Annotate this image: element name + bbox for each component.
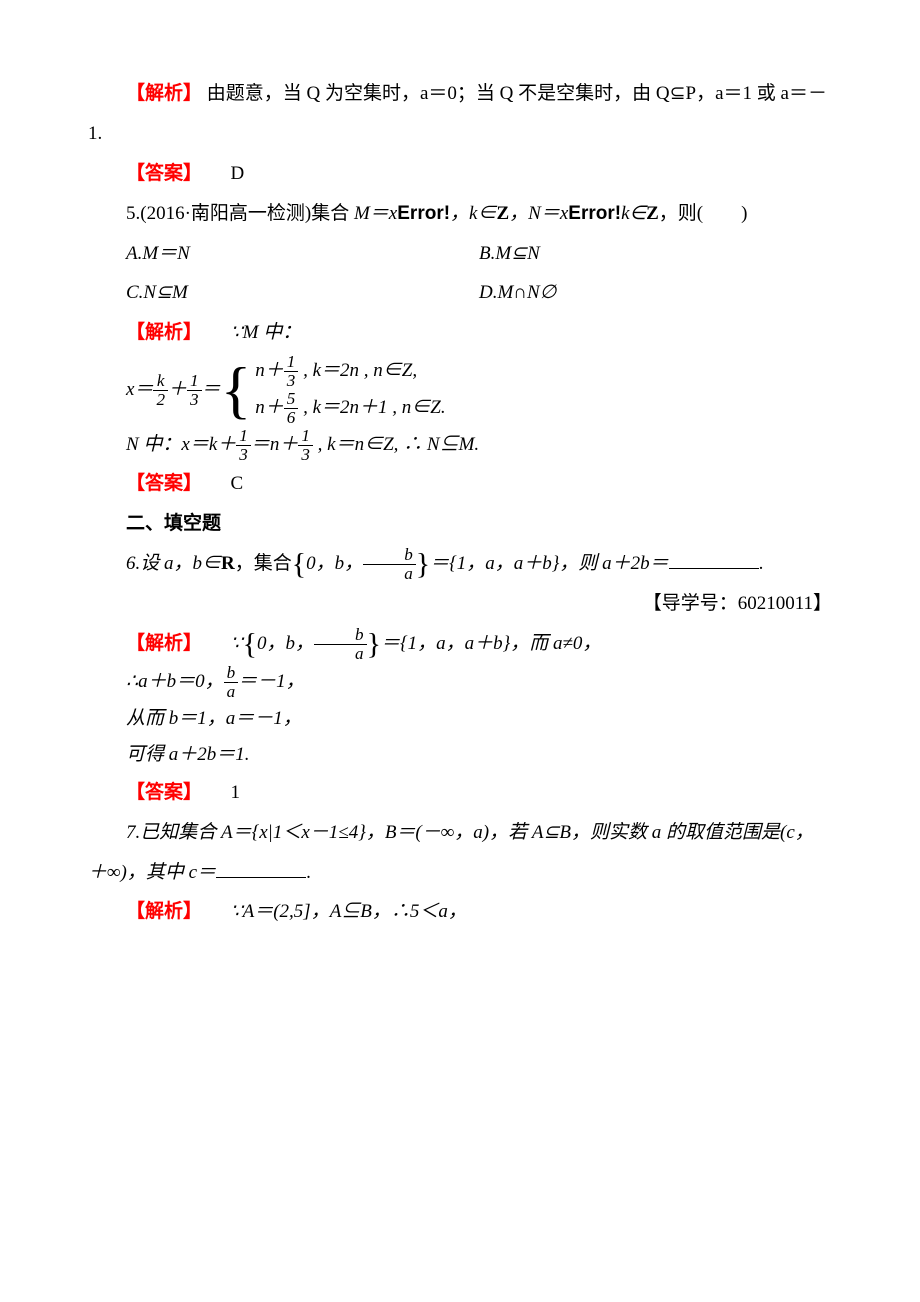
q5-answer-value: C: [231, 473, 244, 494]
q5-options: A.M＝N B.M⊆N C.N⊆M D.M∩N∅: [126, 234, 832, 314]
q6-line3: 从而 b＝1，a＝－1，: [126, 701, 832, 737]
q5-option-b: B.M⊆N: [479, 234, 832, 274]
q7-stem-text: 7.已知集合 A＝{x|1＜x－1≤4}，B＝(－∞，a)，若 A⊆B，则实数 …: [88, 822, 814, 883]
frac-b-over-a-3: ba: [224, 664, 239, 701]
left-brace-icon: {: [243, 627, 257, 660]
q4-answer-value: D: [231, 163, 245, 184]
q5-option-a: A.M＝N: [126, 234, 479, 274]
analysis-label: 【解析】: [126, 322, 202, 343]
q6-answer: 【答案】 1: [88, 773, 832, 813]
answer-label: 【答案】: [126, 163, 202, 184]
left-brace-icon: {: [221, 358, 252, 422]
q7-stem: 7.已知集合 A＝{x|1＜x－1≤4}，B＝(－∞，a)，若 A⊆B，则实数 …: [88, 813, 832, 893]
analysis-label: 【解析】: [126, 901, 202, 922]
q5-N-line: N 中：x＝k＋13＝n＋13 , k＝n∈Z, ∴ N⊆M.: [126, 427, 832, 464]
frac-b-over-a-2: ba: [314, 626, 367, 663]
eq-sign: ＝: [202, 370, 221, 410]
frac-k-over-2: k 2: [153, 372, 168, 409]
q6-guide: 【导学号：60210011】: [88, 584, 832, 624]
q4-analysis: 【解析】 由题意，当 Q 为空集时，a＝0；当 Q 不是空集时，由 Q⊆P，a＝…: [88, 74, 832, 154]
q5-stem: 5.(2016·南阳高一检测)集合 M＝xError!，k∈Z，N＝xError…: [88, 194, 832, 234]
section-2-title: 二、填空题: [88, 504, 832, 544]
q5-kz1: ，k∈Z: [450, 203, 509, 224]
frac-b-over-a-1: ba: [363, 546, 416, 583]
analysis-label: 【解析】: [126, 633, 202, 654]
blank-underline: [216, 858, 306, 878]
case-1: n＋13 , k＝2n , n∈Z,: [255, 353, 445, 390]
frac-5-over-6: 56: [284, 390, 299, 427]
analysis-label: 【解析】: [126, 83, 202, 104]
q5-stem-prefix: 5.(2016·南阳高一检测)集合: [126, 203, 354, 224]
q6-line2: ∴a＋b＝0，ba＝－1，: [126, 664, 832, 701]
q5-eq-cases: x＝ k 2 ＋ 1 3 ＝ { n＋13 , k＝2n , n∈Z, n＋56…: [126, 353, 832, 427]
answer-label: 【答案】: [126, 473, 202, 494]
q5-Mx: M＝x: [354, 203, 397, 224]
blank-underline: [669, 549, 759, 569]
answer-label: 【答案】: [126, 782, 202, 803]
q5-analysis-lead: 【解析】 ∵M 中：: [88, 313, 832, 353]
frac-1-over-3-d: 13: [298, 427, 313, 464]
q5-option-c: C.N⊆M: [126, 273, 479, 313]
case-2: n＋56 , k＝2n＋1 , n∈Z.: [255, 390, 445, 427]
q6-stem: 6.设 a，b∈R，集合{0，b，ba}＝{1，a，a＋b}，则 a＋2b＝.: [88, 544, 832, 584]
cases: n＋13 , k＝2n , n∈Z, n＋56 , k＝2n＋1 , n∈Z.: [255, 353, 445, 427]
q6-stem-p1: 6.设 a，b∈R: [126, 553, 235, 574]
q4-answer: 【答案】 D: [88, 154, 832, 194]
q5-option-d: D.M∩N∅: [479, 273, 832, 313]
q5-Nx: ，N＝x: [509, 203, 568, 224]
plus-1: ＋: [168, 370, 187, 410]
q6-answer-value: 1: [231, 782, 241, 803]
frac-1-over-3-b: 13: [284, 353, 299, 390]
left-brace-icon: {: [292, 547, 306, 580]
frac-1-over-3-c: 13: [236, 427, 251, 464]
q5-analysis-lead-text: ∵M 中：: [231, 322, 302, 343]
q7-analysis: 【解析】 ∵A＝(2,5]，A⊆B，∴5＜a，: [88, 892, 832, 932]
q6-line4: 可得 a＋2b＝1.: [126, 737, 832, 773]
q5-kz2: k∈Z: [621, 203, 659, 224]
q5-answer: 【答案】 C: [88, 464, 832, 504]
error-text-2: Error!: [568, 203, 621, 224]
q7-analysis-text: ∵A＝(2,5]，A⊆B，∴5＜a，: [231, 901, 467, 922]
q5-end: ，则( ): [659, 203, 748, 224]
right-brace-icon: }: [367, 627, 381, 660]
q6-analysis-line1: 【解析】 ∵{0，b，ba}＝{1，a，a＋b}，而 a≠0，: [88, 624, 832, 664]
error-text-1: Error!: [397, 203, 450, 224]
frac-1-over-3-a: 1 3: [187, 372, 202, 409]
right-brace-icon: }: [416, 547, 430, 580]
q5-eq-left: x＝: [126, 370, 153, 410]
